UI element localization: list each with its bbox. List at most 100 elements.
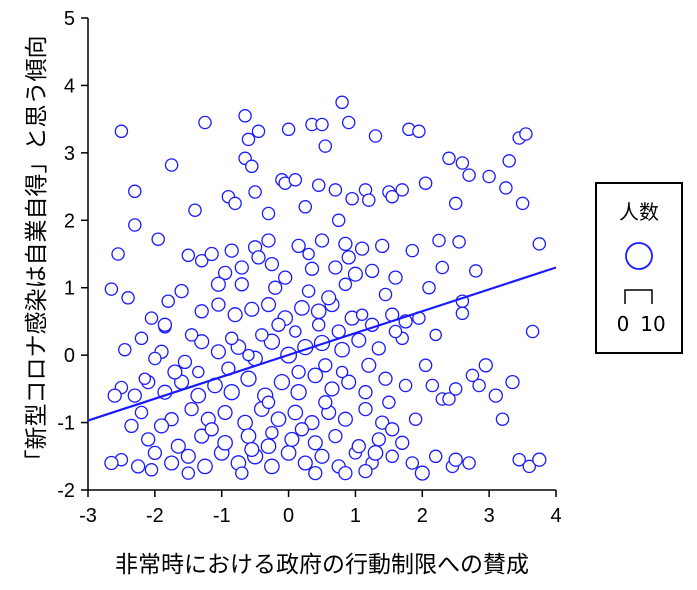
data-point (341, 374, 357, 390)
data-point (227, 307, 243, 323)
data-point (198, 115, 212, 130)
data-point (263, 333, 281, 350)
data-point (144, 311, 159, 325)
data-point (104, 455, 119, 471)
data-point (367, 445, 384, 461)
data-point (294, 300, 310, 316)
data-point (240, 428, 257, 444)
data-point (177, 354, 193, 370)
data-point (237, 414, 253, 431)
data-point (418, 358, 433, 373)
data-point (341, 115, 356, 130)
data-point (388, 270, 403, 285)
data-point (355, 308, 369, 321)
data-point (240, 370, 257, 387)
data-point (234, 260, 249, 275)
data-point (358, 401, 373, 417)
data-point (211, 297, 226, 312)
data-point (432, 233, 446, 248)
data-point (422, 280, 436, 295)
data-point (378, 371, 393, 386)
data-point (124, 418, 139, 434)
data-point (174, 283, 189, 299)
data-point (351, 332, 367, 348)
data-point (525, 324, 540, 339)
data-point (248, 185, 262, 199)
data-point (251, 250, 266, 265)
data-point (228, 196, 242, 211)
data-point (304, 261, 320, 276)
data-point (328, 428, 343, 444)
y-tick-label: 2 (64, 210, 75, 232)
legend-size-marker (625, 242, 653, 270)
data-point (245, 159, 259, 174)
data-point (351, 439, 366, 454)
data-point (291, 364, 306, 380)
data-point (512, 452, 526, 467)
data-point (371, 432, 386, 447)
data-point (181, 248, 196, 263)
data-point (210, 344, 226, 360)
data-point (261, 395, 276, 410)
data-point (264, 256, 280, 272)
data-point (114, 124, 129, 139)
data-point (188, 203, 202, 217)
data-point (138, 372, 152, 385)
data-point (448, 382, 463, 396)
data-point (127, 388, 142, 403)
data-point (375, 238, 390, 254)
data-point (121, 291, 135, 305)
data-point (469, 264, 483, 278)
data-point (361, 357, 377, 373)
data-point (318, 358, 333, 373)
data-point (455, 306, 470, 321)
data-point (405, 243, 420, 258)
y-axis-title: 「新型コロナ感染は自業自得」と思う傾向 (24, 36, 50, 473)
x-axis-ticks: -3 -2 -1 0 1 2 3 4 (79, 490, 562, 527)
data-point (338, 465, 353, 481)
data-point (194, 253, 209, 268)
data-point (264, 458, 280, 475)
x-tick-label: 2 (417, 505, 428, 527)
data-point (153, 418, 170, 434)
data-point (290, 384, 307, 401)
data-point (134, 331, 149, 346)
legend-size-label-min: 0 (617, 312, 630, 336)
data-point (244, 441, 260, 458)
data-point (180, 448, 196, 464)
data-point (465, 368, 480, 383)
data-point (338, 277, 353, 292)
data-point (318, 139, 333, 153)
data-point (251, 124, 266, 139)
data-point (502, 154, 516, 168)
data-point (395, 183, 409, 197)
data-point (455, 156, 470, 170)
data-point (519, 127, 533, 141)
data-point (318, 395, 333, 410)
data-point (273, 373, 291, 391)
data-point (217, 404, 233, 421)
data-point (184, 401, 199, 417)
data-point (428, 449, 443, 464)
data-point (261, 233, 276, 248)
data-point (242, 348, 255, 362)
data-point (241, 132, 256, 147)
data-point (291, 238, 306, 254)
data-point (128, 184, 142, 199)
data-point (304, 415, 320, 431)
data-point (462, 456, 476, 470)
data-point (358, 385, 373, 400)
data-point (522, 459, 537, 474)
regression-line (87, 266, 557, 422)
data-point (442, 392, 456, 406)
data-point (311, 178, 326, 192)
data-point (181, 466, 196, 480)
data-point (385, 449, 399, 464)
data-point (151, 232, 165, 246)
data-point (244, 301, 260, 317)
data-point (435, 260, 450, 275)
data-point (395, 435, 410, 450)
data-point (284, 431, 300, 447)
data-point (414, 465, 430, 481)
